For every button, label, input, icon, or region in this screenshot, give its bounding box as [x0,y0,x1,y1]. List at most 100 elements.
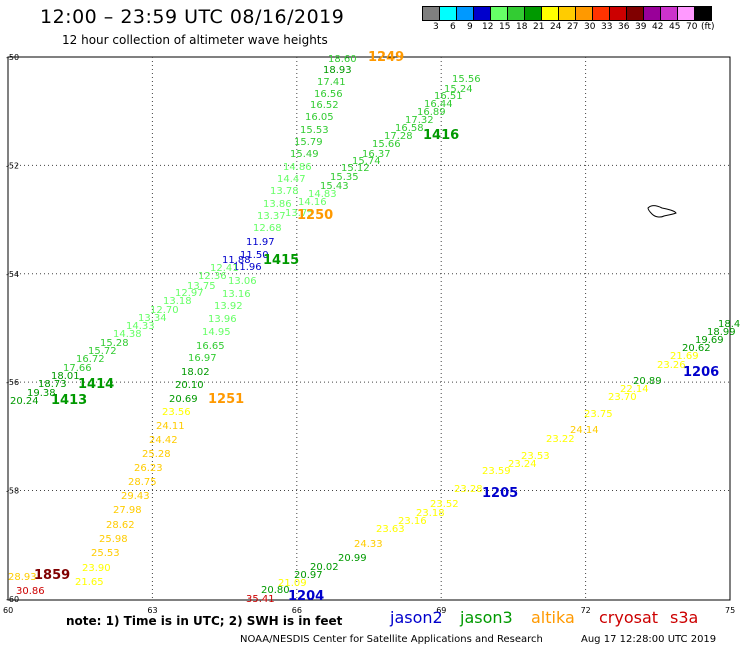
wave-height-value: 25.98 [99,534,128,545]
wave-height-value: 18.99 [707,327,736,338]
island-outline [647,205,677,218]
wave-height-value: 18.4 [718,319,740,330]
wave-height-value: 15.28 [100,338,129,349]
wave-height-value: 23.53 [521,451,550,462]
footnote: note: 1) Time is in UTC; 2) SWH is in fe… [66,614,343,628]
wave-height-value: 13.16 [222,289,251,300]
wave-height-value: 16.37 [362,149,391,160]
wave-height-value: 20.69 [169,394,198,405]
wave-height-value: 15.24 [444,84,473,95]
wave-height-value: 13.78 [270,186,299,197]
latitude-label: -52 [6,161,19,170]
wave-height-value: 15.56 [452,74,481,85]
color-swatch [541,6,559,21]
wave-height-value: 25.28 [142,449,171,460]
wave-height-value: 13.18 [163,296,192,307]
wave-height-value: 23.90 [82,563,111,574]
wave-height-value: 20.89 [633,376,662,387]
color-swatch [456,6,474,21]
longitude-label: 69 [436,606,446,615]
wave-height-value: 21.69 [670,351,699,362]
color-legend-label: 9 [467,22,473,32]
color-swatch [490,6,508,21]
pass-number-label: 1206 [683,365,719,380]
wave-height-value: 22.14 [620,384,649,395]
wave-height-value: 16.89 [417,107,446,118]
wave-height-value: 16.44 [424,99,453,110]
wave-height-value: 13.06 [228,276,257,287]
color-swatch [507,6,525,21]
color-legend-label: 42 [652,22,664,32]
wave-height-value: 18.01 [51,371,80,382]
wave-height-value: 14.16 [298,197,327,208]
wave-height-value: 20.62 [682,343,711,354]
color-swatch [643,6,661,21]
color-legend-label: 39 [635,22,647,32]
credit-timestamp: Aug 17 12:28:00 UTC 2019 [581,634,717,645]
wave-height-value: 20.10 [175,380,204,391]
wave-height-value: 15.66 [372,139,401,150]
pass-number-label: 1414 [78,377,114,392]
wave-height-value: 11.50 [240,250,269,261]
wave-height-value: 11.88 [222,255,251,266]
wave-height-value: 18.60 [328,54,357,65]
wave-height-value: 23.52 [430,499,459,510]
wave-height-value: 24.11 [156,421,185,432]
latitude-label: -56 [6,378,19,387]
wave-height-value: 13.86 [263,199,292,210]
color-swatch [422,6,440,21]
color-legend-label: 12 [482,22,494,32]
latitude-label: -58 [6,487,19,496]
color-swatch [609,6,627,21]
wave-height-value: 12.36 [198,271,227,282]
credit-line: NOAA/NESDIS Center for Satellite Applica… [240,634,543,645]
wave-height-value: 16.58 [395,123,424,134]
color-swatch [473,6,491,21]
color-swatch [575,6,593,21]
wave-height-value: 23.59 [482,466,511,477]
wave-height-value: 12.41 [210,263,239,274]
wave-height-value: 15.53 [300,125,329,136]
color-legend-label: 15 [499,22,511,32]
wave-height-value: 11.97 [246,237,275,248]
wave-height-value: 24.42 [149,435,178,446]
wave-height-value: 18.93 [323,65,352,76]
color-swatch [592,6,610,21]
pass-number-label: 1859 [34,568,70,583]
wave-height-value: 30.86 [16,586,45,597]
wave-height-value: 18.73 [38,379,67,390]
wave-height-value: 21.09 [278,578,307,589]
wave-height-value: 16.05 [305,112,334,123]
pass-number-label: 1205 [482,486,518,501]
color-legend-label: 21 [533,22,545,32]
satellite-legend-s3a: s3a [670,608,699,627]
wave-height-value: 15.12 [341,163,370,174]
wave-height-value: 18.02 [181,367,210,378]
pass-number-label: 1204 [288,589,324,604]
color-swatch [558,6,576,21]
wave-height-value: 13.92 [214,301,243,312]
color-swatch [524,6,542,21]
wave-height-value: 26.23 [134,463,163,474]
latitude-label: -60 [6,595,19,604]
wave-height-value: 16.72 [76,354,105,365]
wave-height-value: 15.74 [352,156,381,167]
wave-height-value: 20.99 [338,553,367,564]
wave-height-value: 23.22 [546,434,575,445]
wave-height-value: 27.98 [113,505,142,516]
wave-height-value: 14.86 [283,162,312,173]
pass-number-label: 1415 [263,253,299,268]
pass-number-label: 1416 [423,128,459,143]
wave-height-value: 24.14 [570,425,599,436]
wave-height-value: 23.16 [398,516,427,527]
color-legend-label: 36 [618,22,630,32]
latitude-label: -50 [6,53,19,62]
wave-height-value: 14.38 [113,329,142,340]
pass-number-label: 1413 [51,393,87,408]
map-frame [7,56,731,601]
wave-height-value: 23.70 [608,392,637,403]
longitude-label: 66 [292,606,302,615]
wave-height-value: 13.37 [257,211,286,222]
color-swatch [439,6,457,21]
